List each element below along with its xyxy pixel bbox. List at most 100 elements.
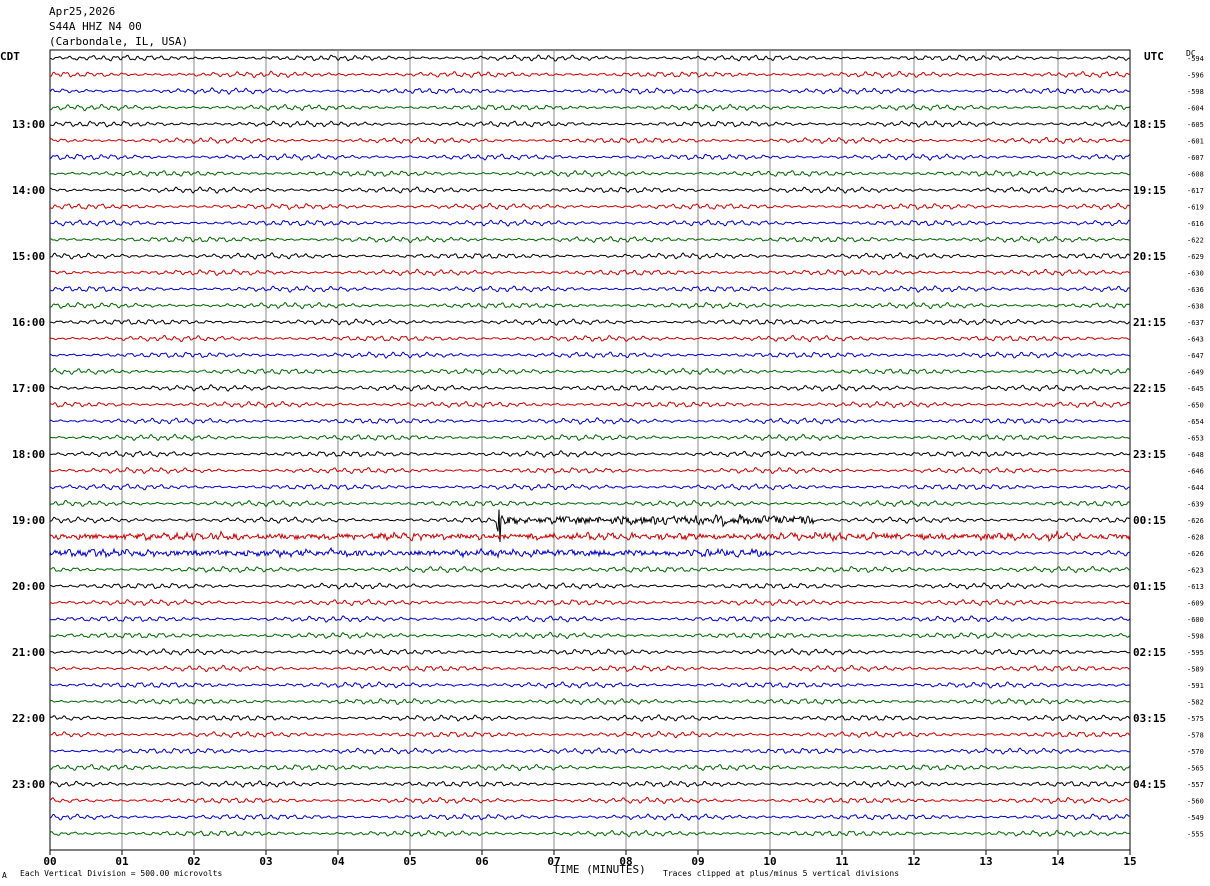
right-hour-label: 01:15	[1133, 580, 1166, 593]
dc-offset-label: -596	[1187, 72, 1204, 80]
trace-line	[49, 565, 1131, 574]
plot-frame	[49, 49, 1131, 851]
trace-line	[49, 780, 1131, 788]
dc-offset-label: -636	[1187, 286, 1204, 294]
dc-offset-label: -607	[1187, 154, 1204, 162]
x-tick-label: 05	[403, 855, 416, 868]
dc-offset-label: -626	[1187, 550, 1204, 558]
trace-line	[49, 546, 1131, 559]
x-tick-label: 04	[331, 855, 345, 868]
x-tick-label: 07	[547, 855, 560, 868]
dc-offset-label: -578	[1187, 732, 1204, 740]
left-hour-label: 15:00	[12, 250, 45, 263]
trace-line	[49, 87, 1131, 95]
left-hour-label: 16:00	[12, 316, 45, 329]
trace-line	[49, 367, 1131, 376]
trace-line	[50, 730, 1131, 739]
dc-offset-label: -604	[1187, 105, 1204, 113]
dc-offset-label: -628	[1187, 534, 1204, 542]
dc-offset-label: -560	[1187, 798, 1204, 806]
trace-line	[49, 169, 1131, 178]
trace-line	[49, 400, 1131, 409]
x-tick-label: 06	[475, 855, 489, 868]
trace-line	[49, 334, 1131, 343]
trace-line	[49, 449, 1131, 458]
trace-line	[50, 70, 1131, 79]
station-location: (Carbondale, IL, USA)	[49, 35, 189, 48]
dc-offset-label: -654	[1187, 418, 1204, 426]
dc-offset-label: -616	[1187, 220, 1204, 228]
dc-offset-label: -555	[1187, 831, 1204, 839]
trace-line	[49, 219, 1131, 227]
x-tick-label: 11	[835, 855, 849, 868]
left-hour-label: 13:00	[12, 118, 45, 131]
dc-offset-label: -598	[1187, 88, 1204, 96]
left-axis-timezone: CDT	[0, 50, 20, 63]
left-hour-label: 23:00	[12, 778, 45, 791]
left-hour-label: 18:00	[12, 448, 45, 461]
right-hour-label: 00:15	[1133, 514, 1166, 527]
dc-offset-label: -626	[1187, 517, 1204, 525]
dc-offset-label: -605	[1187, 121, 1204, 129]
trace-line	[49, 285, 1131, 293]
right-hour-label: 19:15	[1133, 184, 1166, 197]
trace-line	[49, 530, 1131, 543]
trace-line	[49, 268, 1131, 277]
left-hour-label: 14:00	[12, 184, 45, 197]
dc-offset-label: -629	[1187, 253, 1204, 261]
x-tick-label: 10	[763, 855, 776, 868]
trace-line	[49, 747, 1131, 755]
trace-line	[49, 813, 1131, 821]
dc-offset-label: -613	[1187, 583, 1204, 591]
dc-offset-label: -565	[1187, 765, 1204, 773]
x-tick-label: 09	[691, 855, 704, 868]
x-tick-label: 14	[1051, 855, 1065, 868]
right-hour-label: 02:15	[1133, 646, 1166, 659]
left-hour-label: 21:00	[12, 646, 45, 659]
dc-offset-label: -598	[1187, 633, 1204, 641]
dc-offset-label: -647	[1187, 352, 1204, 360]
trace-line	[49, 54, 1131, 62]
dc-offset-label: -594	[1187, 55, 1204, 63]
right-hour-label: 03:15	[1133, 712, 1166, 725]
trace-line	[49, 103, 1131, 112]
corner-mark: A	[2, 871, 7, 880]
dc-offset-label: -643	[1187, 336, 1204, 344]
dc-offset-label: -549	[1187, 814, 1204, 822]
x-tick-label: 01	[115, 855, 129, 868]
x-tick-label: 12	[907, 855, 920, 868]
left-hour-label: 19:00	[12, 514, 45, 527]
trace-line	[49, 631, 1131, 640]
dc-offset-label: -557	[1187, 781, 1204, 789]
trace-line	[49, 384, 1131, 392]
x-tick-label: 02	[187, 855, 200, 868]
trace-line	[49, 252, 1131, 260]
dc-column-label: DC	[1186, 49, 1196, 58]
x-tick-label: 15	[1123, 855, 1136, 868]
dc-offset-label: -639	[1187, 501, 1204, 509]
dc-offset-label: -617	[1187, 187, 1204, 195]
trace-line	[49, 136, 1131, 145]
dc-offset-label: -608	[1187, 171, 1204, 179]
trace-line	[49, 509, 1131, 543]
trace-line	[49, 186, 1131, 194]
station-code: S44A HHZ N4 00	[49, 20, 142, 33]
dc-offset-label: -650	[1187, 402, 1204, 410]
right-hour-label: 18:15	[1133, 118, 1166, 131]
dc-offset-label: -630	[1187, 270, 1204, 278]
dc-offset-label: -595	[1187, 649, 1204, 657]
right-hour-label: 04:15	[1133, 778, 1166, 791]
trace-line	[49, 318, 1131, 326]
dc-offset-label: -644	[1187, 484, 1204, 492]
dc-offset-label: -623	[1187, 567, 1204, 575]
dc-offset-label: -645	[1187, 385, 1204, 393]
scale-note: Each Vertical Division = 500.00 microvol…	[20, 869, 223, 878]
right-hour-label: 21:15	[1133, 316, 1166, 329]
x-tick-label: 13	[979, 855, 992, 868]
trace-line	[49, 763, 1131, 772]
dc-offset-label: -601	[1187, 138, 1204, 146]
dc-offset-label: -646	[1187, 468, 1204, 476]
x-tick-label: 03	[259, 855, 272, 868]
dc-offset-label: -575	[1187, 715, 1204, 723]
